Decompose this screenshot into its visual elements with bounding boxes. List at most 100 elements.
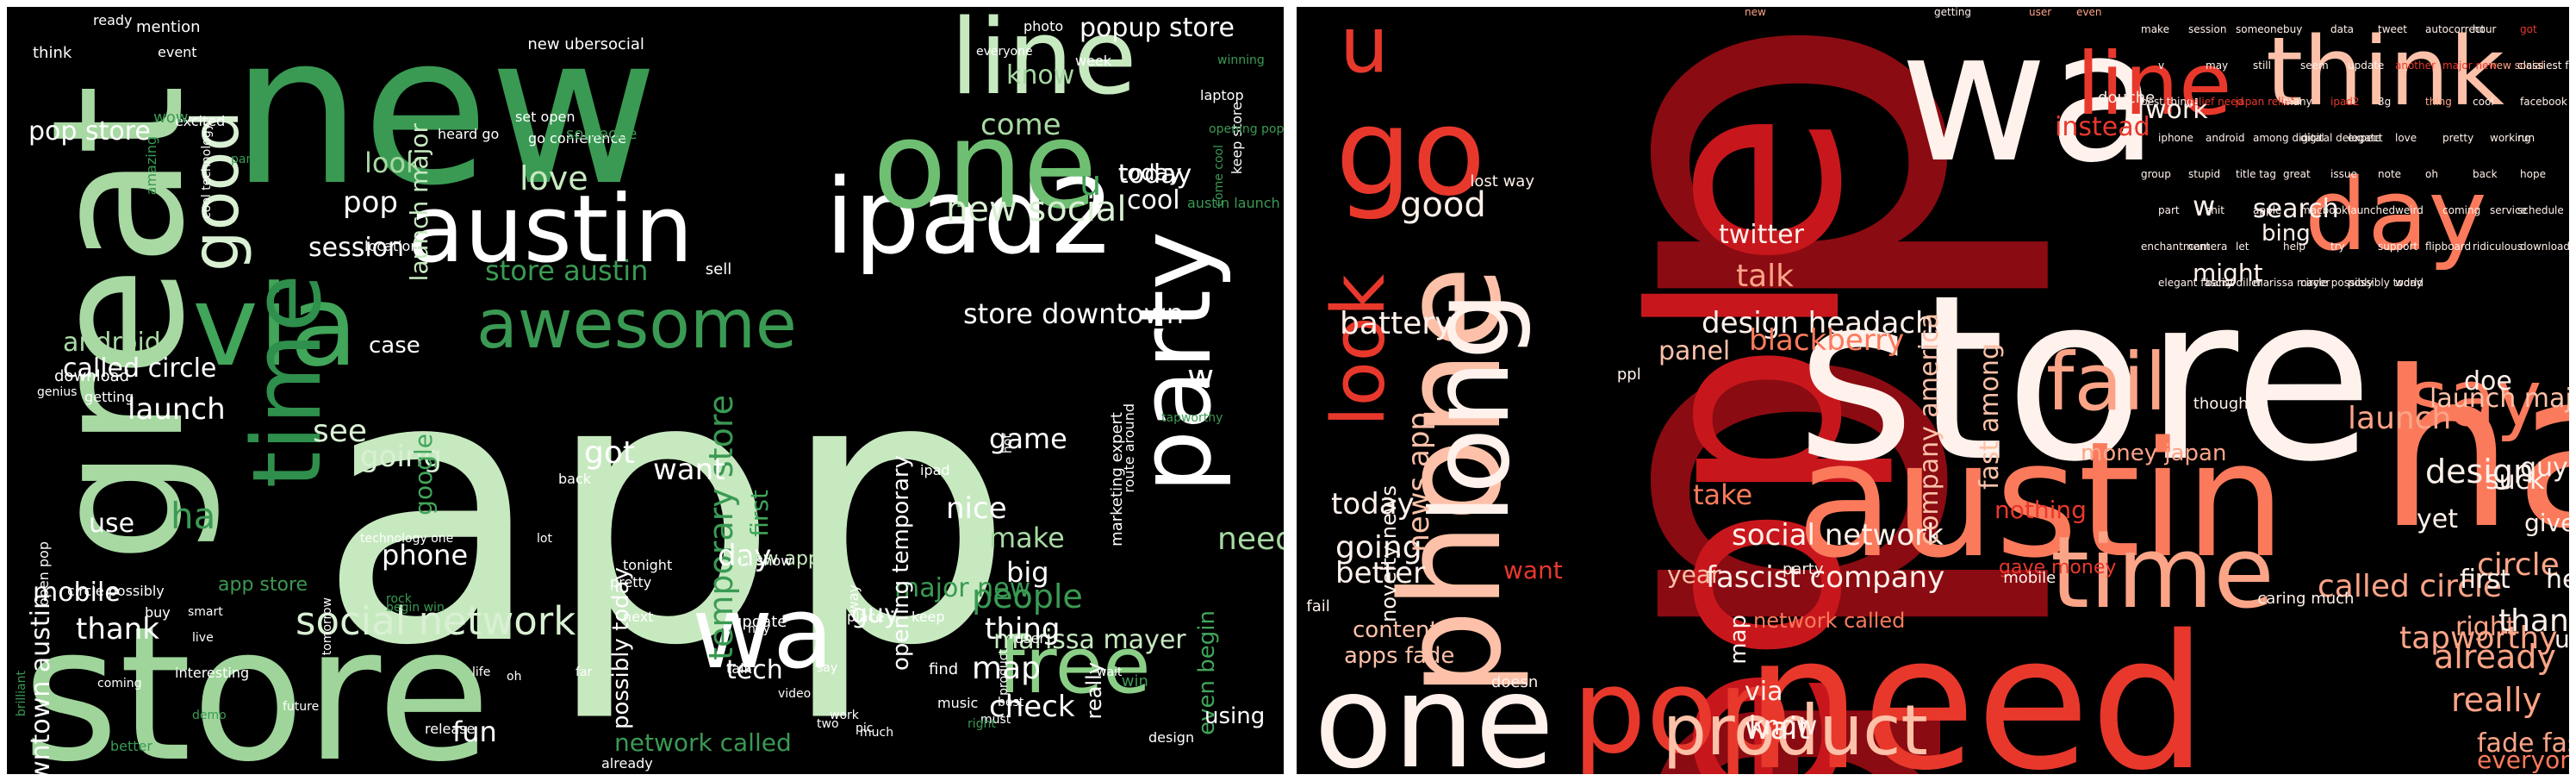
- word: see: [313, 416, 367, 447]
- word: cool technology: [201, 123, 213, 219]
- word: launched: [2348, 205, 2395, 216]
- word: tonight: [623, 559, 672, 572]
- word: show: [756, 554, 792, 568]
- word: battery: [1340, 309, 1453, 340]
- red-word-cloud: apppeoplestorewahaneedaustintimesayfaild…: [1297, 7, 2569, 774]
- word: mobile: [2003, 571, 2056, 586]
- word: guy: [2520, 455, 2568, 481]
- word: future: [283, 701, 319, 713]
- word: everyone: [2477, 748, 2569, 772]
- word: back: [2473, 169, 2498, 179]
- word: music: [937, 697, 978, 710]
- word: location: [364, 240, 419, 253]
- word: first: [2460, 567, 2511, 593]
- word: back: [558, 472, 591, 486]
- word: pop: [343, 188, 398, 217]
- word: keep store: [1230, 102, 1244, 174]
- word: doe: [2464, 369, 2512, 395]
- word: flipboard: [2425, 241, 2471, 252]
- word: company america: [1917, 313, 1943, 545]
- word: title tag: [2236, 169, 2276, 179]
- word: lot: [537, 533, 552, 545]
- word: still: [2253, 60, 2271, 71]
- word: hot: [1002, 434, 1014, 453]
- word: really: [2451, 684, 2542, 716]
- word: update: [732, 615, 787, 630]
- word: win: [1122, 674, 1148, 690]
- word: come: [980, 110, 1061, 140]
- word: expect: [2348, 133, 2383, 143]
- word: tapworthy: [1161, 412, 1223, 424]
- word: already: [2434, 640, 2556, 673]
- word: talk: [1736, 261, 1794, 292]
- word: hour: [2473, 24, 2497, 34]
- word: way: [847, 584, 861, 612]
- word: take: [1693, 481, 1752, 509]
- word: coming: [97, 678, 142, 690]
- word: v: [2158, 60, 2164, 71]
- word: user: [1015, 632, 1045, 646]
- word: first: [748, 490, 772, 537]
- word: 3g: [2378, 97, 2391, 107]
- word: another: [2395, 60, 2436, 71]
- word: buy: [145, 606, 171, 620]
- word: money japan: [2081, 442, 2226, 465]
- word: facebook: [2520, 97, 2567, 107]
- word: doesn: [1491, 675, 1538, 690]
- word: want: [653, 455, 725, 484]
- word: marketing expert: [1110, 412, 1125, 547]
- word: coming: [2442, 205, 2480, 216]
- word: opening pop: [1209, 123, 1284, 135]
- word: popup store: [1080, 16, 1235, 41]
- word: fast among: [1977, 343, 2003, 490]
- word: oh: [507, 671, 521, 683]
- word: android: [2206, 133, 2245, 143]
- word: issue: [2330, 169, 2357, 179]
- word: ipad2: [2330, 97, 2360, 107]
- word: winning: [1217, 54, 1265, 66]
- word: nice: [946, 494, 1007, 523]
- word: download: [2520, 241, 2569, 252]
- word: yet: [2417, 507, 2458, 533]
- word: via: [1745, 679, 1783, 705]
- word: time: [240, 274, 334, 489]
- word: new: [1745, 7, 1766, 17]
- word: many: [2283, 97, 2312, 107]
- word: live: [192, 632, 214, 644]
- word: data: [2330, 24, 2354, 34]
- word: major new: [2442, 60, 2497, 71]
- word: world: [2395, 278, 2424, 288]
- word: update: [2348, 60, 2384, 71]
- word: give: [2524, 511, 2569, 535]
- word: panel: [231, 153, 264, 166]
- word: possibly today: [610, 567, 632, 729]
- word: u: [1080, 166, 1101, 201]
- word: nothing: [1994, 498, 2087, 522]
- word: fail: [1306, 599, 1329, 615]
- word: hope: [2520, 169, 2546, 179]
- word: say: [817, 662, 837, 674]
- word: much: [860, 727, 893, 739]
- word: tweet: [2378, 24, 2407, 34]
- word: big: [1006, 559, 1049, 586]
- word: getting: [1934, 7, 1971, 17]
- word: next: [623, 610, 653, 624]
- word: far: [576, 666, 592, 678]
- word: schedule: [2517, 205, 2564, 216]
- word: know: [1006, 63, 1074, 89]
- word: need: [1217, 524, 1284, 555]
- word: begin win: [386, 602, 445, 614]
- word: ppl: [1617, 367, 1641, 383]
- word: great: [2283, 169, 2311, 179]
- word: open pop: [37, 541, 51, 606]
- word: wait: [1097, 666, 1122, 678]
- word: iphone: [2158, 133, 2193, 143]
- word: group: [2141, 169, 2171, 179]
- word: love: [520, 162, 588, 195]
- word: interesting: [175, 666, 249, 680]
- word: genius: [37, 386, 77, 398]
- word: know: [1749, 714, 1817, 740]
- word: design: [1148, 731, 1194, 745]
- word: downtown austin: [28, 593, 54, 774]
- word: pretty: [2442, 133, 2473, 143]
